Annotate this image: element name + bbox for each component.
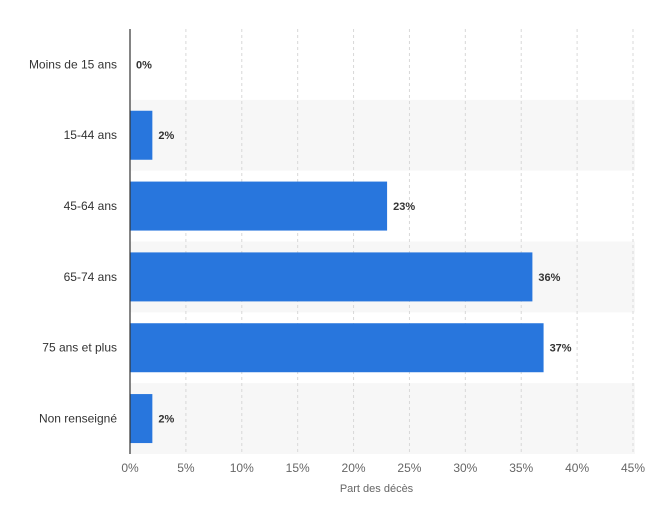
data-labels: 0% 2% 23% 36% 37% 2% (136, 59, 572, 425)
x-tick-label: 35% (509, 461, 533, 475)
category-label: Non renseigné (39, 412, 117, 426)
category-label: 75 ans et plus (42, 341, 117, 355)
bar (130, 110, 153, 160)
x-tick-label: 45% (621, 461, 645, 475)
x-tick-label: 30% (453, 461, 477, 475)
gridlines (185, 29, 634, 454)
bar (130, 394, 153, 444)
bar (130, 252, 533, 302)
x-tick-label: 0% (121, 461, 139, 475)
data-label: 0% (136, 59, 152, 71)
category-label: 45-64 ans (64, 199, 117, 213)
category-label: 65-74 ans (64, 270, 117, 284)
x-tick-labels: 0% 5% 10% 15% 20% 25% 30% 35% 40% 45% (121, 461, 645, 475)
bars (130, 110, 544, 444)
category-label: 15-44 ans (64, 128, 117, 142)
row-band (130, 383, 635, 454)
x-tick-label: 15% (286, 461, 310, 475)
data-label: 36% (538, 272, 560, 284)
data-label: 37% (550, 343, 572, 355)
data-label: 23% (393, 201, 415, 213)
x-tick-label: 10% (230, 461, 254, 475)
x-tick-label: 20% (342, 461, 366, 475)
x-tick-label: 5% (177, 461, 195, 475)
x-tick-label: 25% (397, 461, 421, 475)
row-band (130, 99, 635, 171)
x-tick-label: 40% (565, 461, 589, 475)
bar (130, 181, 388, 231)
x-axis-title: Part des décès (340, 483, 414, 495)
data-label: 2% (158, 414, 174, 426)
category-labels: Moins de 15 ans 15-44 ans 45-64 ans 65-74 a… (29, 57, 117, 425)
bar (130, 323, 544, 373)
category-label: Moins de 15 ans (29, 57, 117, 71)
data-label: 2% (158, 130, 174, 142)
